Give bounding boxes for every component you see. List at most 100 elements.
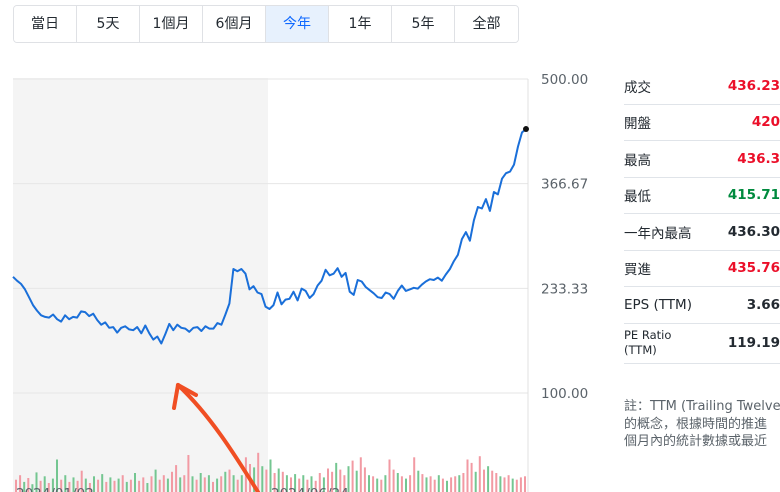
stat-row: EPS (TTM) 3.66 — [624, 287, 780, 324]
volume-bar — [97, 479, 100, 492]
volume-bar — [524, 476, 526, 492]
volume-bar — [515, 479, 518, 492]
volume-bar — [474, 471, 477, 492]
volume-bar — [101, 474, 104, 492]
volume-bar — [433, 479, 436, 492]
volume-bar — [441, 478, 444, 492]
volume-bar — [322, 477, 325, 492]
volume-bar — [318, 473, 321, 492]
volume-bar — [519, 477, 522, 492]
tab-0[interactable]: 當日 — [14, 6, 77, 42]
volume-bar — [216, 478, 219, 492]
volume-bar — [310, 476, 313, 492]
volume-bar — [138, 480, 141, 492]
stat-value: 436.3 — [737, 150, 780, 167]
volume-bar — [450, 477, 453, 492]
volume-bar — [478, 456, 481, 492]
volume-bar — [294, 474, 297, 492]
tab-1[interactable]: 5天 — [77, 6, 140, 42]
volume-bar — [511, 478, 514, 492]
volume-bar — [285, 475, 288, 492]
volume-bar — [117, 478, 120, 492]
volume-bar — [171, 471, 173, 492]
volume-bar — [142, 477, 145, 492]
volume-bar — [400, 476, 403, 492]
volume-bar — [121, 475, 124, 492]
volume-bar — [39, 480, 42, 492]
y-tick-label: 366.67 — [541, 177, 588, 193]
volume-bar — [207, 475, 210, 492]
volume-bar — [298, 478, 301, 492]
volume-bar — [306, 479, 309, 492]
volume-bar — [507, 475, 510, 492]
volume-bar — [355, 470, 358, 492]
volume-bar — [134, 473, 136, 492]
volume-bar — [290, 477, 292, 492]
volume-bar — [175, 465, 178, 492]
volume-bar — [47, 483, 50, 492]
volume-bar — [277, 468, 280, 492]
volume-bar — [314, 480, 317, 492]
volume-bar — [93, 476, 95, 492]
volume-bar — [19, 475, 22, 492]
volume-bar — [68, 481, 71, 492]
volume-bar — [146, 483, 149, 492]
volume-bar — [43, 476, 46, 492]
volume-bar — [105, 481, 108, 492]
volume-bar — [84, 478, 87, 492]
volume-bar — [150, 476, 153, 492]
price-chart: 500.00 366.67 233.33 100.00 2024/01/02 2024/… — [12, 72, 588, 492]
stat-row: 買進 435.76 — [624, 251, 780, 287]
volume-bar — [273, 473, 276, 492]
volume-bar — [327, 468, 329, 492]
y-tick-label: 233.33 — [541, 281, 588, 297]
volume-bar — [191, 476, 194, 492]
tab-2[interactable]: 1個月 — [140, 6, 203, 42]
volume-bar — [503, 477, 506, 492]
y-tick-label: 100.00 — [541, 386, 588, 402]
volume-bar — [76, 480, 79, 492]
volume-bar — [376, 478, 379, 492]
volume-bar — [212, 481, 214, 492]
stat-label: PE Ratio (TTM) — [624, 328, 672, 357]
stat-label: 買進 — [624, 262, 651, 279]
stat-value: 119.19 — [727, 335, 780, 351]
last-price-dot — [523, 126, 529, 133]
tab-7[interactable]: 全部 — [455, 6, 518, 42]
volume-bar — [125, 481, 128, 492]
stat-label: EPS (TTM) — [624, 296, 692, 313]
volume-bar — [257, 452, 260, 492]
stat-value: 415.71 — [727, 187, 780, 204]
volume-bar — [429, 476, 432, 492]
tab-5[interactable]: 1年 — [329, 6, 392, 42]
tab-6[interactable]: 5年 — [392, 6, 455, 42]
volume-bar — [359, 457, 362, 492]
volume-bar — [454, 476, 457, 492]
volume-bar — [158, 479, 161, 492]
stat-row: PE Ratio (TTM) 119.19 — [624, 324, 780, 364]
stat-row: 最高 436.3 — [624, 141, 780, 178]
volume-bar — [483, 469, 485, 492]
stats-panel: 成交 436.23 開盤 420 最高 436.3 最低 415.71 一年內最高 436.30 買… — [624, 68, 780, 364]
volume-bar — [31, 484, 34, 492]
price-series-line — [12, 128, 527, 345]
volume-bar — [335, 462, 338, 492]
volume-bar — [413, 457, 416, 492]
stat-label: 開盤 — [624, 116, 651, 133]
volume-bar — [437, 475, 440, 492]
volume-bar — [347, 466, 350, 492]
volume-bar — [88, 483, 91, 492]
volume-bar — [388, 459, 391, 492]
volume-bar — [240, 475, 243, 492]
tab-3[interactable]: 6個月 — [203, 6, 266, 42]
volume-bar — [462, 473, 465, 492]
volume-bar — [302, 475, 305, 492]
volume-bar — [64, 475, 67, 492]
volume-bar — [51, 478, 54, 492]
volume-bar — [458, 475, 461, 492]
volume-bar — [269, 459, 272, 492]
stat-row: 一年內最高 436.30 — [624, 214, 780, 251]
tab-4[interactable]: 今年 — [266, 6, 329, 42]
volume-bar — [23, 481, 26, 492]
volume-bar — [35, 472, 38, 492]
